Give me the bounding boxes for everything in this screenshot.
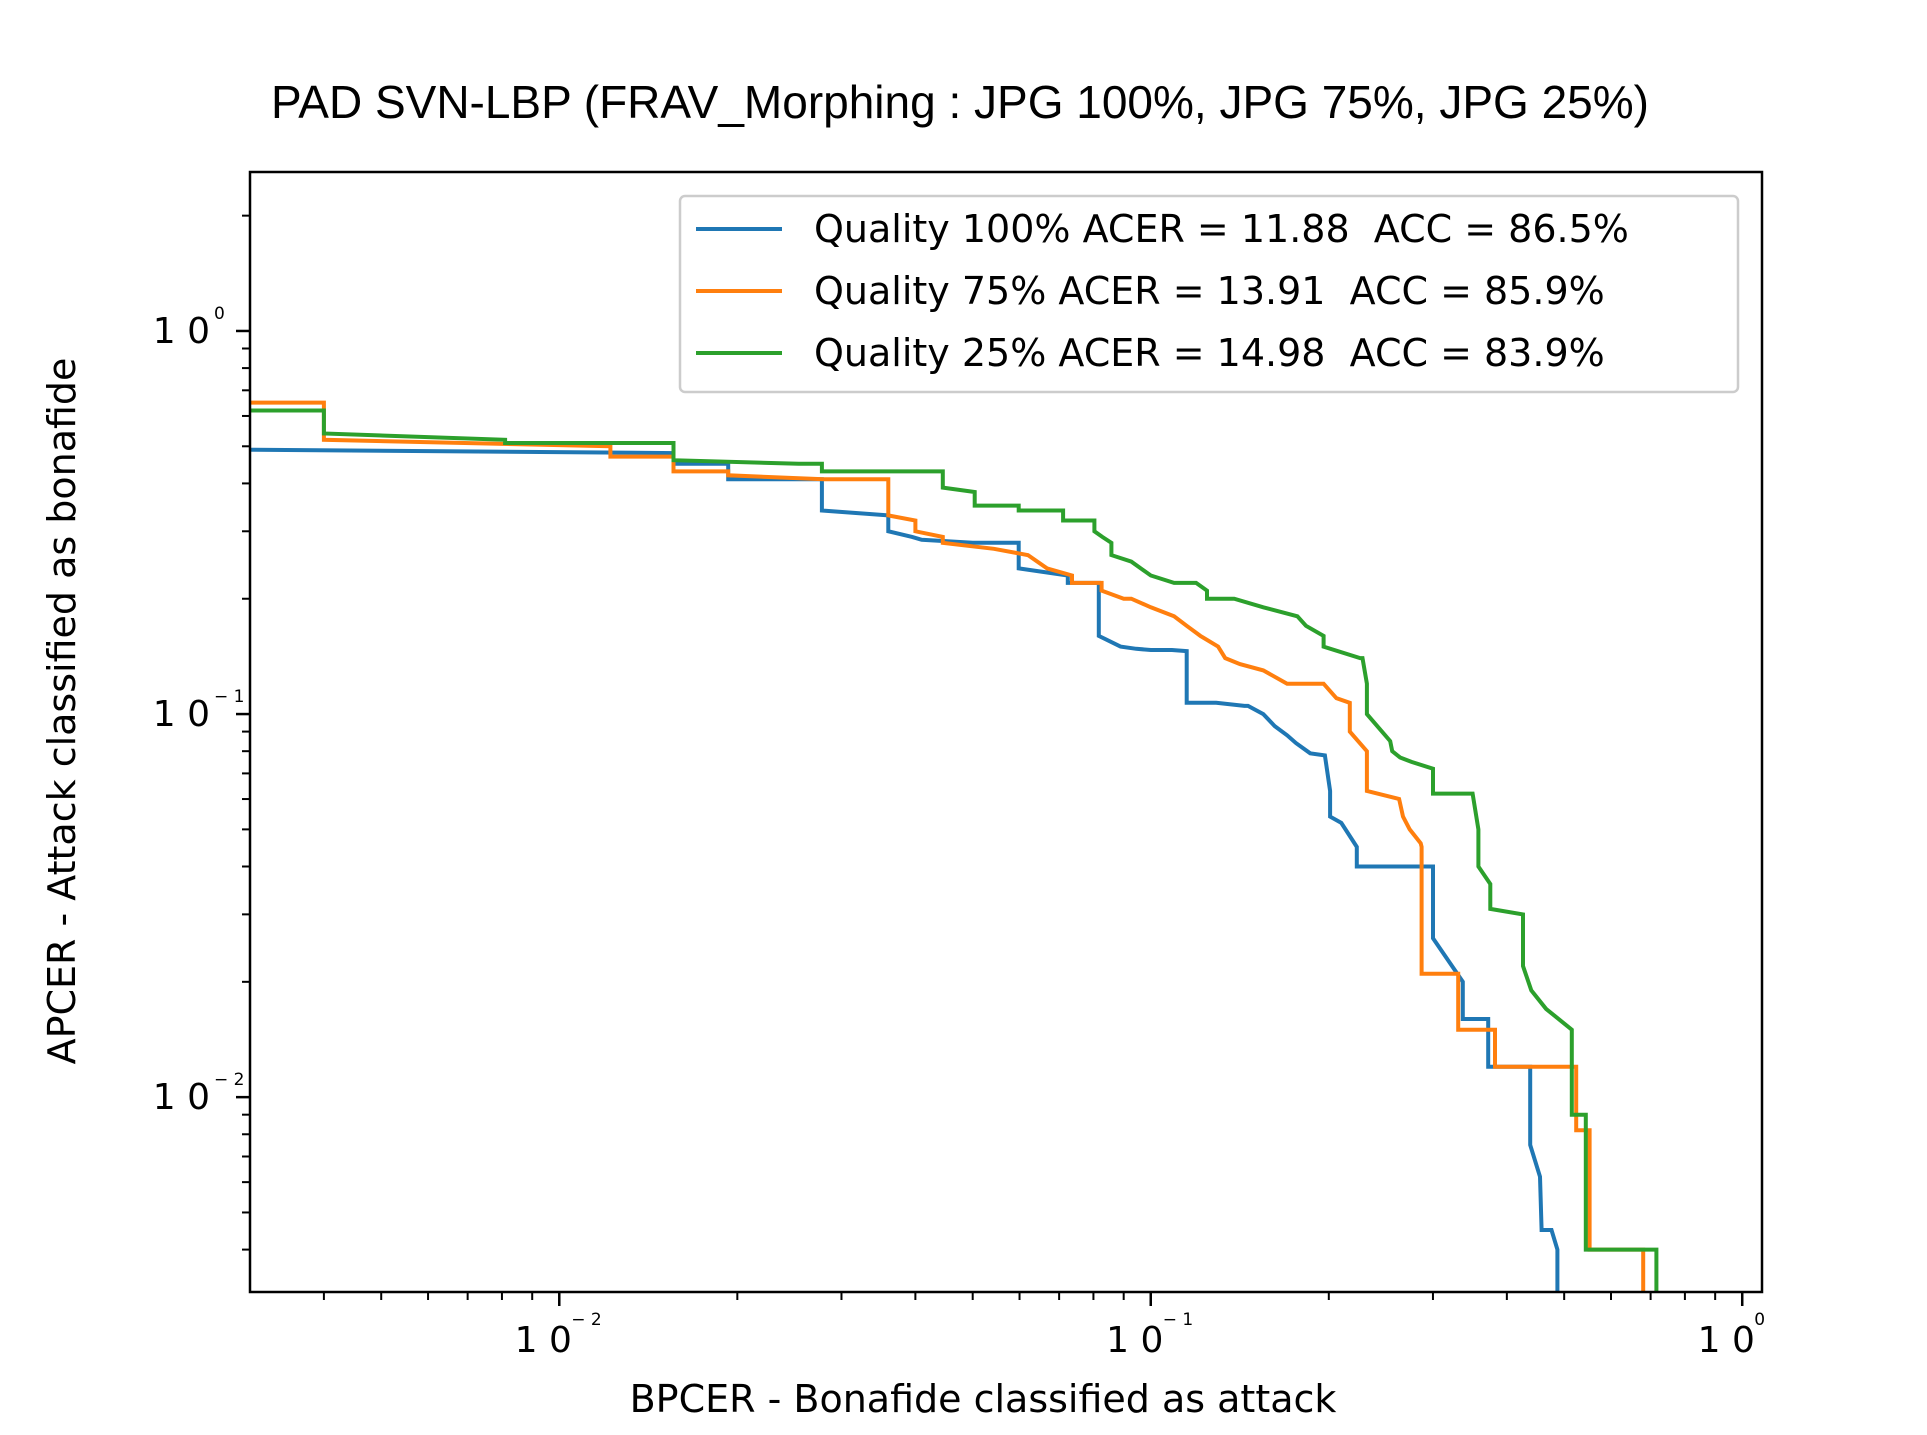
y-tick-exponent: − 2 bbox=[214, 1070, 244, 1090]
x-tick-label: 1 0 bbox=[1106, 1320, 1163, 1361]
legend-entry: Quality 25% ACER = 14.98 ACC = 83.9% bbox=[696, 331, 1605, 375]
x-tick-exponent: 0 bbox=[1754, 1310, 1765, 1330]
series-line-2 bbox=[250, 408, 1659, 1292]
y-axis-label: APCER - Attack classified as bonafide bbox=[40, 358, 84, 1065]
legend-label: Quality 75% ACER = 13.91 ACC = 85.9% bbox=[814, 269, 1605, 313]
legend-label: Quality 25% ACER = 14.98 ACC = 83.9% bbox=[814, 331, 1605, 375]
plot-frame bbox=[248, 170, 1764, 1294]
y-tick-label: 1 0 bbox=[153, 311, 210, 352]
legend-entry: Quality 75% ACER = 13.91 ACC = 85.9% bbox=[696, 269, 1605, 313]
y-tick-label: 1 0 bbox=[153, 694, 210, 735]
legend-entry: Quality 100% ACER = 11.88 ACC = 86.5% bbox=[696, 207, 1629, 251]
legend-box bbox=[678, 194, 1740, 394]
chart-title: PAD SVN-LBP (FRAV_Morphing : JPG 100%, J… bbox=[271, 76, 1649, 128]
x-tick-exponent: − 1 bbox=[1163, 1310, 1193, 1330]
x-tick-label: 1 0 bbox=[1698, 1320, 1755, 1361]
x-axis-label: BPCER - Bonafide classified as attack bbox=[630, 1377, 1337, 1421]
y-tick-exponent: 0 bbox=[214, 304, 225, 324]
series-lines bbox=[250, 400, 1659, 1292]
x-tick-label: 1 0 bbox=[515, 1320, 572, 1361]
y-tick-label: 1 0 bbox=[153, 1077, 210, 1118]
x-tick-exponent: − 2 bbox=[571, 1310, 601, 1330]
legend-label: Quality 100% ACER = 11.88 ACC = 86.5% bbox=[814, 207, 1629, 251]
legend: Quality 100% ACER = 11.88 ACC = 86.5% Qu… bbox=[678, 194, 1740, 394]
series-line-0 bbox=[250, 447, 1560, 1292]
y-tick-exponent: − 1 bbox=[214, 687, 244, 707]
series-line-1 bbox=[250, 400, 1646, 1292]
